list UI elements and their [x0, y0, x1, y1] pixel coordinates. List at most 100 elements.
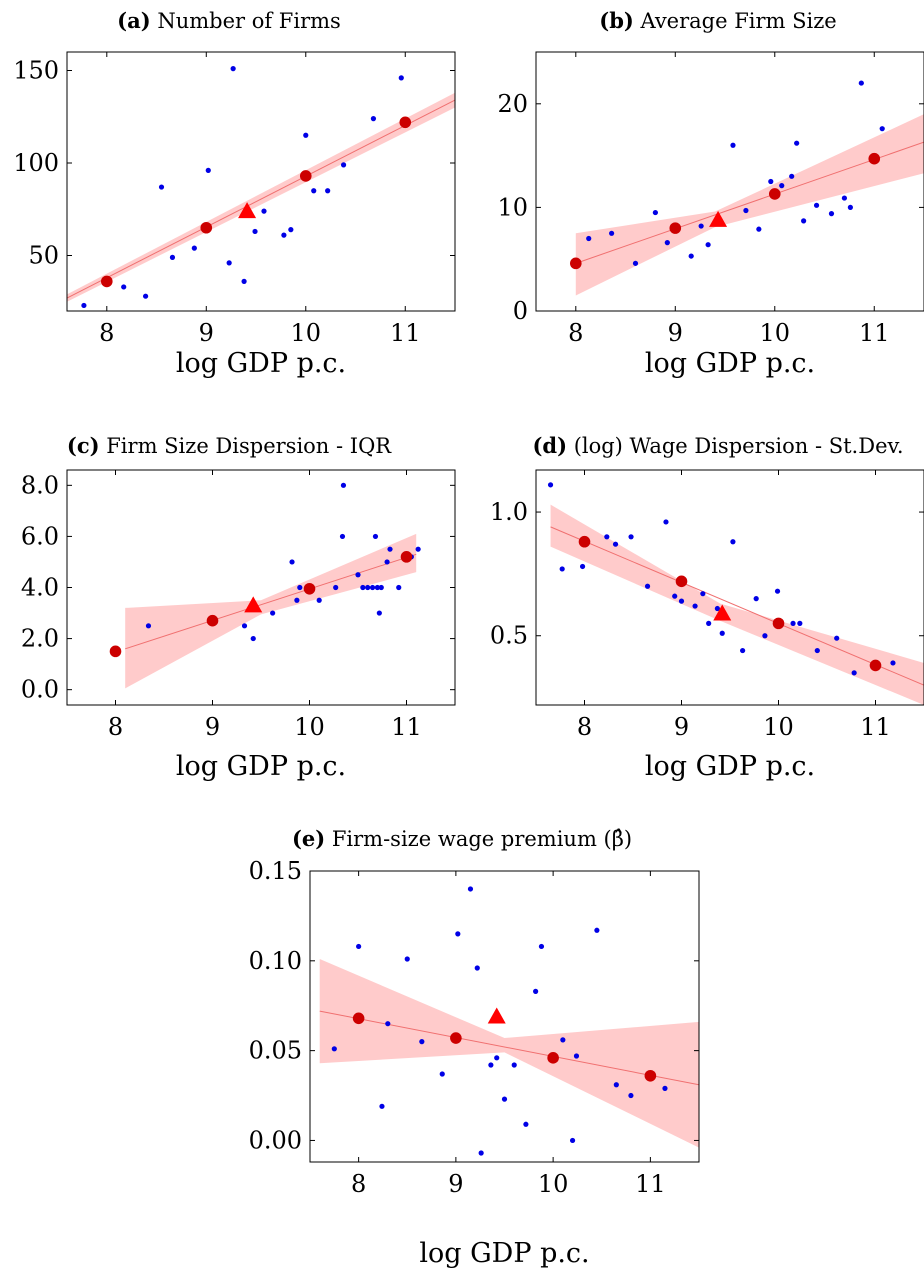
data-point — [594, 927, 600, 933]
y-tick-label: 150 — [13, 57, 59, 85]
data-point — [339, 533, 346, 540]
data-point — [644, 583, 651, 589]
data-point — [547, 482, 554, 488]
x-axis-label: log GDP p.c. — [645, 751, 815, 782]
binned-mean-marker — [768, 188, 781, 200]
plot-frame — [66, 51, 456, 312]
x-tick-label: 10 — [290, 319, 321, 347]
panel-c: (c) Firm Size Dispersion - IQR 8 9 10 11 0.0 2… — [21, 433, 456, 782]
data-point — [404, 956, 410, 962]
data-point — [270, 610, 276, 616]
binned-mean-marker — [675, 575, 688, 588]
binned-mean-marker — [352, 1012, 365, 1025]
data-point — [613, 1082, 619, 1088]
x-tick-label: 11 — [635, 1170, 666, 1198]
y-tick-label: 1.0 — [490, 498, 528, 526]
panel-e: (e) Firm-size wage premium (β̂) 8 9 10 11 0.0… — [249, 826, 700, 1269]
data-point — [439, 1071, 445, 1077]
y-tick-label: 50 — [28, 242, 59, 270]
data-point — [121, 284, 127, 290]
binned-mean-marker — [303, 582, 316, 595]
data-point — [250, 635, 256, 642]
y-tick-label: 0.15 — [249, 857, 302, 885]
average-marker — [709, 210, 728, 227]
binned-mean-marker — [569, 257, 582, 270]
data-point — [289, 559, 295, 565]
x-tick-label: 8 — [351, 1170, 366, 1198]
x-tick-label: 8 — [108, 713, 123, 741]
binned-mean-marker — [869, 659, 882, 672]
binned-mean-marker — [644, 1069, 657, 1082]
data-point — [719, 630, 725, 636]
data-point — [455, 931, 461, 937]
data-point — [376, 610, 382, 616]
data-point — [501, 1096, 508, 1102]
plot-area — [109, 482, 421, 689]
data-point — [814, 647, 820, 654]
data-point — [652, 209, 658, 216]
panel-label: (b) — [599, 8, 634, 33]
data-point — [756, 226, 762, 232]
data-point — [762, 633, 768, 639]
panel-title: (a) Number of Firms — [117, 8, 341, 33]
data-point — [604, 534, 610, 540]
panel-title: (b) Average Firm Size — [599, 8, 836, 33]
data-point — [523, 1121, 529, 1127]
data-point — [851, 670, 857, 676]
data-point — [370, 116, 377, 122]
x-tick-label: 9 — [205, 713, 220, 741]
binned-mean-marker — [206, 614, 219, 627]
data-point — [586, 235, 592, 242]
data-point — [698, 223, 704, 229]
panel-label: (a) — [117, 8, 150, 33]
data-point — [281, 232, 287, 238]
data-point — [841, 195, 848, 201]
plot-area — [319, 886, 699, 1156]
data-point — [191, 245, 197, 251]
binned-mean-marker — [450, 1032, 462, 1044]
data-point — [294, 597, 300, 603]
fit-line — [125, 553, 417, 650]
data-point — [360, 584, 366, 591]
data-point — [569, 1137, 576, 1144]
confidence-band — [550, 504, 924, 705]
data-point — [325, 188, 331, 194]
binned-mean-marker — [109, 645, 122, 658]
x-tick-label: 8 — [568, 319, 583, 347]
data-point — [340, 482, 347, 488]
binned-mean-marker — [399, 116, 412, 129]
data-point — [779, 183, 785, 189]
average-marker — [713, 604, 732, 621]
fit-line — [319, 1010, 699, 1086]
data-point — [511, 1062, 517, 1068]
x-tick-label: 10 — [759, 319, 790, 347]
plot-frame — [309, 870, 700, 1163]
panel-label: (c) — [67, 433, 100, 458]
panel-title-text: (log) Wage Dispersion - St.Dev. — [567, 434, 904, 458]
binned-mean-marker — [868, 152, 881, 165]
binned-mean-marker — [578, 535, 591, 548]
data-point — [538, 943, 545, 950]
x-tick-label: 8 — [99, 319, 114, 347]
data-point — [573, 1053, 580, 1059]
data-point — [415, 546, 421, 552]
data-point — [828, 211, 835, 217]
data-point — [664, 240, 670, 246]
data-point — [834, 635, 840, 641]
x-tick-label: 9 — [199, 319, 214, 347]
panel-title-text: Average Firm Size — [634, 9, 837, 33]
fit-line — [575, 141, 924, 264]
data-point — [333, 584, 339, 591]
data-point — [378, 584, 384, 591]
x-tick-label: 11 — [390, 319, 421, 347]
data-point — [467, 886, 474, 892]
data-point — [241, 623, 248, 629]
data-point — [316, 597, 322, 603]
data-point — [297, 584, 303, 591]
data-point — [714, 605, 720, 612]
data-point — [688, 253, 694, 259]
fit-line — [67, 99, 455, 299]
panel-d: (d) (log) Wage Dispersion - St.Dev. 8 9 10 1… — [490, 433, 924, 782]
data-point — [753, 596, 759, 602]
